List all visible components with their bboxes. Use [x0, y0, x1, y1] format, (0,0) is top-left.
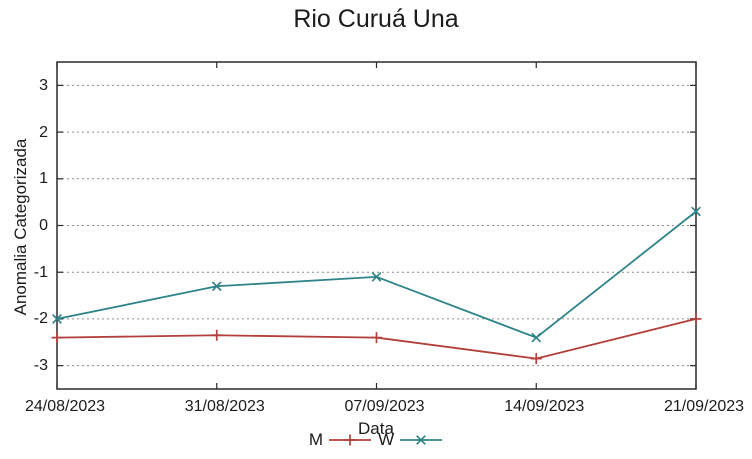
series-M-marker	[51, 332, 63, 344]
series-W-marker	[691, 206, 701, 217]
y-tick-label: 2	[39, 123, 48, 141]
x-tick-label: 07/09/2023	[344, 398, 425, 415]
legend-sample-cross-icon	[400, 435, 443, 445]
legend-label: M	[308, 430, 324, 449]
chart-title: Rio Curuá Una	[293, 5, 459, 33]
series-W-marker	[371, 271, 382, 282]
grid-lines	[57, 84, 696, 367]
y-tick-label: 1	[39, 170, 48, 188]
y-tick-label: -1	[33, 263, 48, 281]
x-tick-label: 21/09/2023	[663, 398, 745, 415]
y-tick-label: 0	[39, 217, 48, 234]
y-tick-label: 3	[39, 76, 48, 94]
x-tick-label: 24/08/2023	[24, 398, 106, 415]
legend-sample-plus-icon	[329, 434, 372, 446]
y-tick-label: -3	[33, 357, 48, 375]
series-W-marker	[211, 281, 222, 292]
legend-item-W: W	[378, 430, 443, 450]
series-M	[51, 313, 702, 365]
series-W-marker	[531, 332, 542, 343]
series-M-marker	[211, 329, 223, 341]
x-tick-label: 31/08/2023	[184, 398, 265, 415]
series-M-marker	[530, 353, 542, 365]
series-W	[52, 206, 701, 343]
series-M-marker	[371, 332, 382, 344]
y-tick-label: -2	[33, 310, 48, 328]
series-M-marker	[690, 313, 702, 325]
legend-item-M: M	[309, 430, 372, 450]
axis-ticks	[56, 62, 697, 389]
series-W-marker	[52, 314, 62, 324]
x-axis-label: Data	[358, 419, 394, 438]
legend-label: W	[378, 430, 395, 449]
x-tick-label: 14/09/2023	[504, 398, 585, 415]
